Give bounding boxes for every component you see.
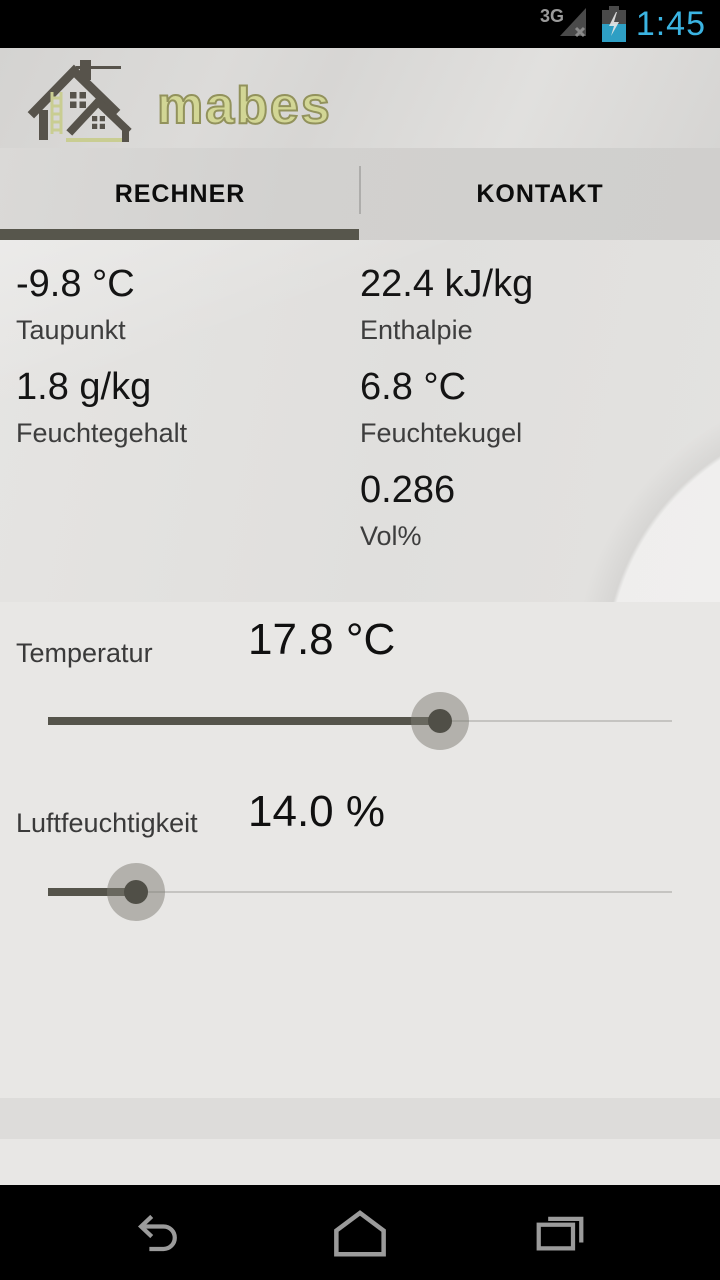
slider-track-fill <box>48 717 440 725</box>
selected-tab-underline <box>0 229 359 240</box>
result-label: Enthalpie <box>360 315 473 345</box>
result-value: 1.8 g/kg <box>16 366 152 408</box>
result-enthalpie: 22.4 kJ/kg Enthalpie <box>360 262 533 346</box>
battery-charging-icon <box>601 6 626 42</box>
app-logo: mabes <box>26 54 332 146</box>
results-panel <box>0 240 720 602</box>
slider-thumb[interactable] <box>410 692 469 750</box>
result-value: -9.8 °C <box>16 263 135 305</box>
home-icon <box>334 1209 386 1257</box>
home-button[interactable] <box>260 1185 460 1280</box>
result-value: 0.286 <box>360 469 456 511</box>
recents-icon <box>536 1216 584 1250</box>
tab-divider <box>359 166 361 214</box>
humidity-value: 14.0 % <box>248 787 385 836</box>
result-label: Taupunkt <box>16 315 126 345</box>
tab-kontakt[interactable]: KONTAKT <box>476 179 604 208</box>
inputs-panel <box>0 602 720 1098</box>
result-value: 6.8 °C <box>360 366 467 408</box>
result-feuchtekugel: 6.8 °C Feuchtekugel <box>360 365 522 449</box>
result-value: 22.4 kJ/kg <box>360 263 534 305</box>
network-status: 3G <box>540 4 592 44</box>
network-type-label: 3G <box>540 6 564 26</box>
result-taupunkt: -9.8 °C Taupunkt <box>16 262 135 346</box>
status-bar: 3G 1:45 <box>0 0 720 48</box>
tab-rechner[interactable]: RECHNER <box>114 179 246 208</box>
signal-3g-icon: 3G <box>540 6 586 38</box>
back-icon <box>137 1214 177 1251</box>
result-label: Vol% <box>360 521 422 551</box>
temperature-slider[interactable] <box>48 691 672 751</box>
result-vol: 0.286 Vol% <box>360 468 455 552</box>
houses-icon <box>27 60 132 142</box>
humidity-label: Luftfeuchtigkeit <box>16 808 198 838</box>
slider-track-fill <box>48 888 136 896</box>
slider-thumb[interactable] <box>106 863 165 921</box>
result-label: Feuchtekugel <box>360 418 523 448</box>
clock: 1:45 <box>635 5 706 43</box>
android-nav-bar <box>0 1185 720 1280</box>
result-feuchtegehalt: 1.8 g/kg Feuchtegehalt <box>16 365 187 449</box>
humidity-slider[interactable] <box>48 862 672 922</box>
recents-button[interactable] <box>460 1185 660 1280</box>
back-button[interactable] <box>60 1185 260 1280</box>
temperature-label: Temperatur <box>16 638 153 668</box>
banner-strip <box>0 1098 720 1139</box>
brand-text: mabes <box>156 77 332 135</box>
result-label: Feuchtegehalt <box>16 418 188 448</box>
slider-track[interactable] <box>48 891 672 893</box>
temperature-value: 17.8 °C <box>248 615 396 664</box>
bottom-strip <box>0 1139 720 1185</box>
app-header: mabes <box>0 48 720 148</box>
